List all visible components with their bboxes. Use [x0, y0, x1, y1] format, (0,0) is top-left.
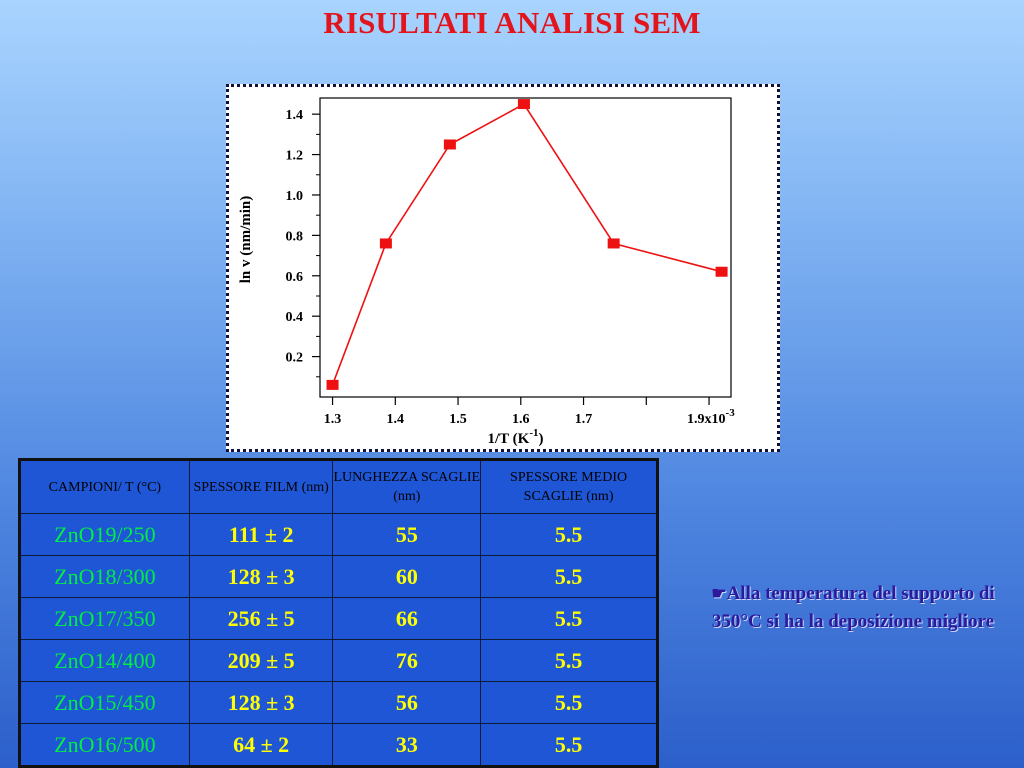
- y-tick-label: 1.4: [286, 108, 304, 123]
- table-row: ZnO18/300 128 ± 3 60 5.5: [19, 555, 658, 598]
- sample-name: ZnO16/500: [19, 723, 190, 767]
- film-thickness: 64 ± 2: [188, 723, 334, 767]
- x-tick-label: 1.5: [449, 412, 467, 427]
- data-point: [379, 238, 392, 249]
- x-tick-label: 1.3: [324, 412, 342, 427]
- data-point: [517, 99, 530, 110]
- y-tick-label: 1.2: [286, 149, 304, 164]
- series-line: [331, 103, 722, 386]
- film-thickness: 128 ± 3: [188, 681, 334, 724]
- flake-length: 76: [332, 639, 482, 682]
- sample-name: ZnO15/450: [19, 681, 190, 724]
- table-header-row: CAMPIONI/ T (°C) SPESSORE FILM (nm) LUNG…: [19, 459, 658, 514]
- x-tick-label: 1.7: [575, 412, 593, 427]
- y-tick-label: 0.2: [286, 351, 304, 366]
- data-point: [607, 238, 620, 249]
- data-point: [715, 266, 728, 277]
- header-spessore-film: SPESSORE FILM (nm): [188, 459, 334, 514]
- flake-thickness: 5.5: [480, 723, 658, 767]
- flake-thickness: 5.5: [480, 639, 658, 682]
- sample-name: ZnO19/250: [19, 513, 190, 556]
- conclusion-text: Alla temperatura del supporto di 350°C s…: [711, 583, 995, 632]
- flake-thickness: 5.5: [480, 597, 658, 640]
- flake-thickness: 5.5: [480, 555, 658, 598]
- header-campioni: CAMPIONI/ T (°C): [19, 459, 190, 514]
- x-axis-title: 1/T (K-1): [488, 427, 544, 447]
- film-thickness: 111 ± 2: [188, 513, 334, 556]
- film-thickness: 256 ± 5: [188, 597, 334, 640]
- table-row: ZnO17/350 256 ± 5 66 5.5: [19, 597, 658, 640]
- slide-title: RISULTATI ANALISI SEM: [323, 5, 701, 40]
- flake-thickness: 5.5: [480, 681, 658, 724]
- conclusion-note: ☛Alla temperatura del supporto di 350°C …: [688, 580, 1018, 636]
- x-tick-label: 1.6: [512, 412, 530, 427]
- header-spessore-medio: SPESSORE MEDIO SCAGLIE (nm): [480, 459, 658, 514]
- flake-thickness: 5.5: [480, 513, 658, 556]
- y-tick-label: 0.8: [286, 229, 304, 244]
- flake-length: 55: [332, 513, 482, 556]
- table-row: ZnO16/500 64 ± 2 33 5.5: [19, 723, 658, 767]
- flake-length: 60: [332, 555, 482, 598]
- sample-name: ZnO17/350: [19, 597, 190, 640]
- table-row: ZnO19/250 111 ± 2 55 5.5: [19, 513, 658, 556]
- header-lunghezza-scaglie: LUNGHEZZA SCAGLIE (nm): [332, 459, 482, 514]
- y-tick-label: 0.6: [286, 270, 304, 285]
- y-axis-title: ln v (nm/min): [238, 196, 254, 284]
- film-thickness: 209 ± 5: [188, 639, 334, 682]
- flake-length: 66: [332, 597, 482, 640]
- flake-length: 33: [332, 723, 482, 767]
- x-tick-label: 1.9x10-3: [687, 407, 735, 427]
- y-tick-label: 1.0: [286, 189, 304, 204]
- sample-name: ZnO14/400: [19, 639, 190, 682]
- x-tick-label: 1.4: [387, 412, 405, 427]
- flake-length: 56: [332, 681, 482, 724]
- film-thickness: 128 ± 3: [188, 555, 334, 598]
- data-point: [443, 139, 456, 150]
- table-row: ZnO14/400 209 ± 5 76 5.5: [19, 639, 658, 682]
- sample-name: ZnO18/300: [19, 555, 190, 598]
- plot-frame: [319, 97, 732, 398]
- y-tick-label: 0.4: [286, 310, 304, 325]
- pointing-hand-icon: ☛: [711, 584, 727, 603]
- results-table: CAMPIONI/ T (°C) SPESSORE FILM (nm) LUNG…: [18, 458, 659, 768]
- table-row: ZnO15/450 128 ± 3 56 5.5: [19, 681, 658, 724]
- chart-panel: 0.2 0.4 0.6 0.8 1.0 1.2 1.4 1.3 1.4 1.5 1.6 1.7 1.9x…: [226, 84, 780, 452]
- data-point: [326, 379, 339, 390]
- line-chart: 0.2 0.4 0.6 0.8 1.0 1.2 1.4 1.3 1.4 1.5 1.6 1.7 1.9x…: [238, 97, 735, 447]
